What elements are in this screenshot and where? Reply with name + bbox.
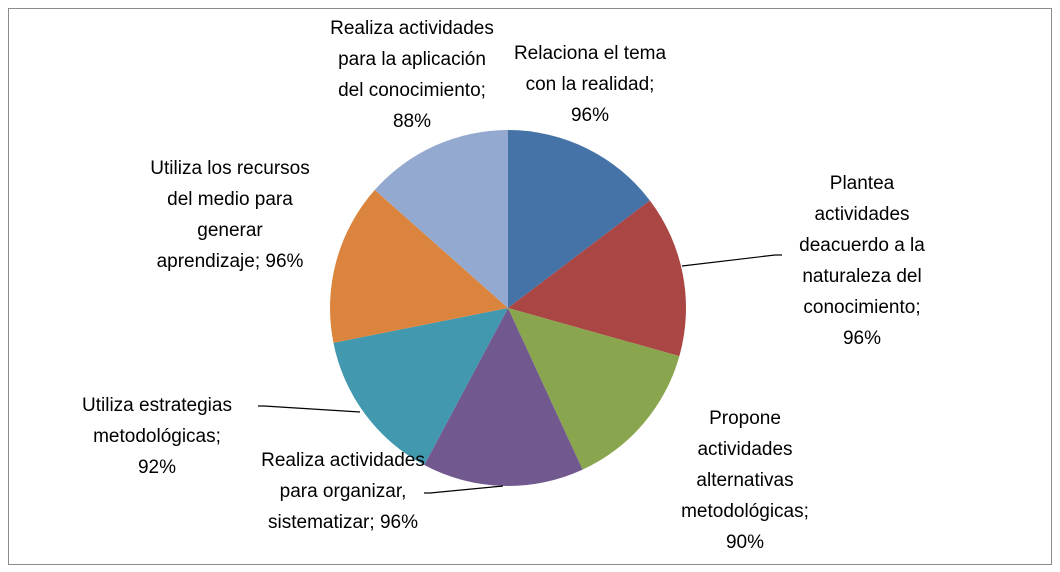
pie-slice bbox=[333, 308, 508, 466]
leader-line bbox=[424, 485, 504, 494]
value-label: 92% bbox=[137, 457, 177, 478]
data-label: Utiliza los recursos del medio para gene… bbox=[146, 153, 314, 277]
chart-border bbox=[8, 8, 1052, 565]
category-label: Realiza actividades para la aplicación d… bbox=[330, 18, 494, 101]
category-label: Propone actividades alternativas metodol… bbox=[681, 408, 809, 522]
category-label: Relaciona el tema con la realidad; bbox=[513, 43, 667, 95]
category-label: Realiza actividades para organizar, sist… bbox=[261, 450, 425, 533]
data-label: Propone actividades alternativas metodol… bbox=[674, 403, 816, 558]
pie-slice bbox=[374, 130, 508, 308]
category-label: Plantea actividades deacuerdo a la natur… bbox=[799, 173, 925, 318]
data-label: Realiza actividades para organizar, sist… bbox=[259, 445, 427, 538]
pie-slice bbox=[330, 189, 508, 343]
slices bbox=[330, 130, 686, 486]
pie-slice bbox=[424, 308, 583, 486]
pie-slice bbox=[508, 200, 686, 357]
pie-slice bbox=[508, 130, 650, 308]
category-label: Utiliza los recursos del medio para gene… bbox=[150, 158, 310, 272]
data-label: Utiliza estrategias metodológicas; 92% bbox=[52, 390, 262, 483]
value-label: 88% bbox=[392, 111, 432, 132]
data-label: Relaciona el tema con la realidad; 96% bbox=[501, 38, 679, 131]
value-label: 96% bbox=[842, 328, 882, 349]
data-label: Plantea actividades deacuerdo a la natur… bbox=[786, 168, 938, 354]
leader-line bbox=[258, 405, 361, 413]
data-label: Realiza actividades para la aplicación d… bbox=[330, 13, 495, 137]
category-label: Utiliza estrategias metodológicas; bbox=[82, 395, 232, 447]
value-label: 96% bbox=[379, 512, 418, 533]
value-label: 96% bbox=[570, 105, 610, 126]
pie-slice bbox=[508, 308, 680, 470]
value-label: 96% bbox=[265, 251, 304, 272]
leader-line bbox=[681, 254, 782, 267]
value-label: 90% bbox=[725, 532, 765, 553]
